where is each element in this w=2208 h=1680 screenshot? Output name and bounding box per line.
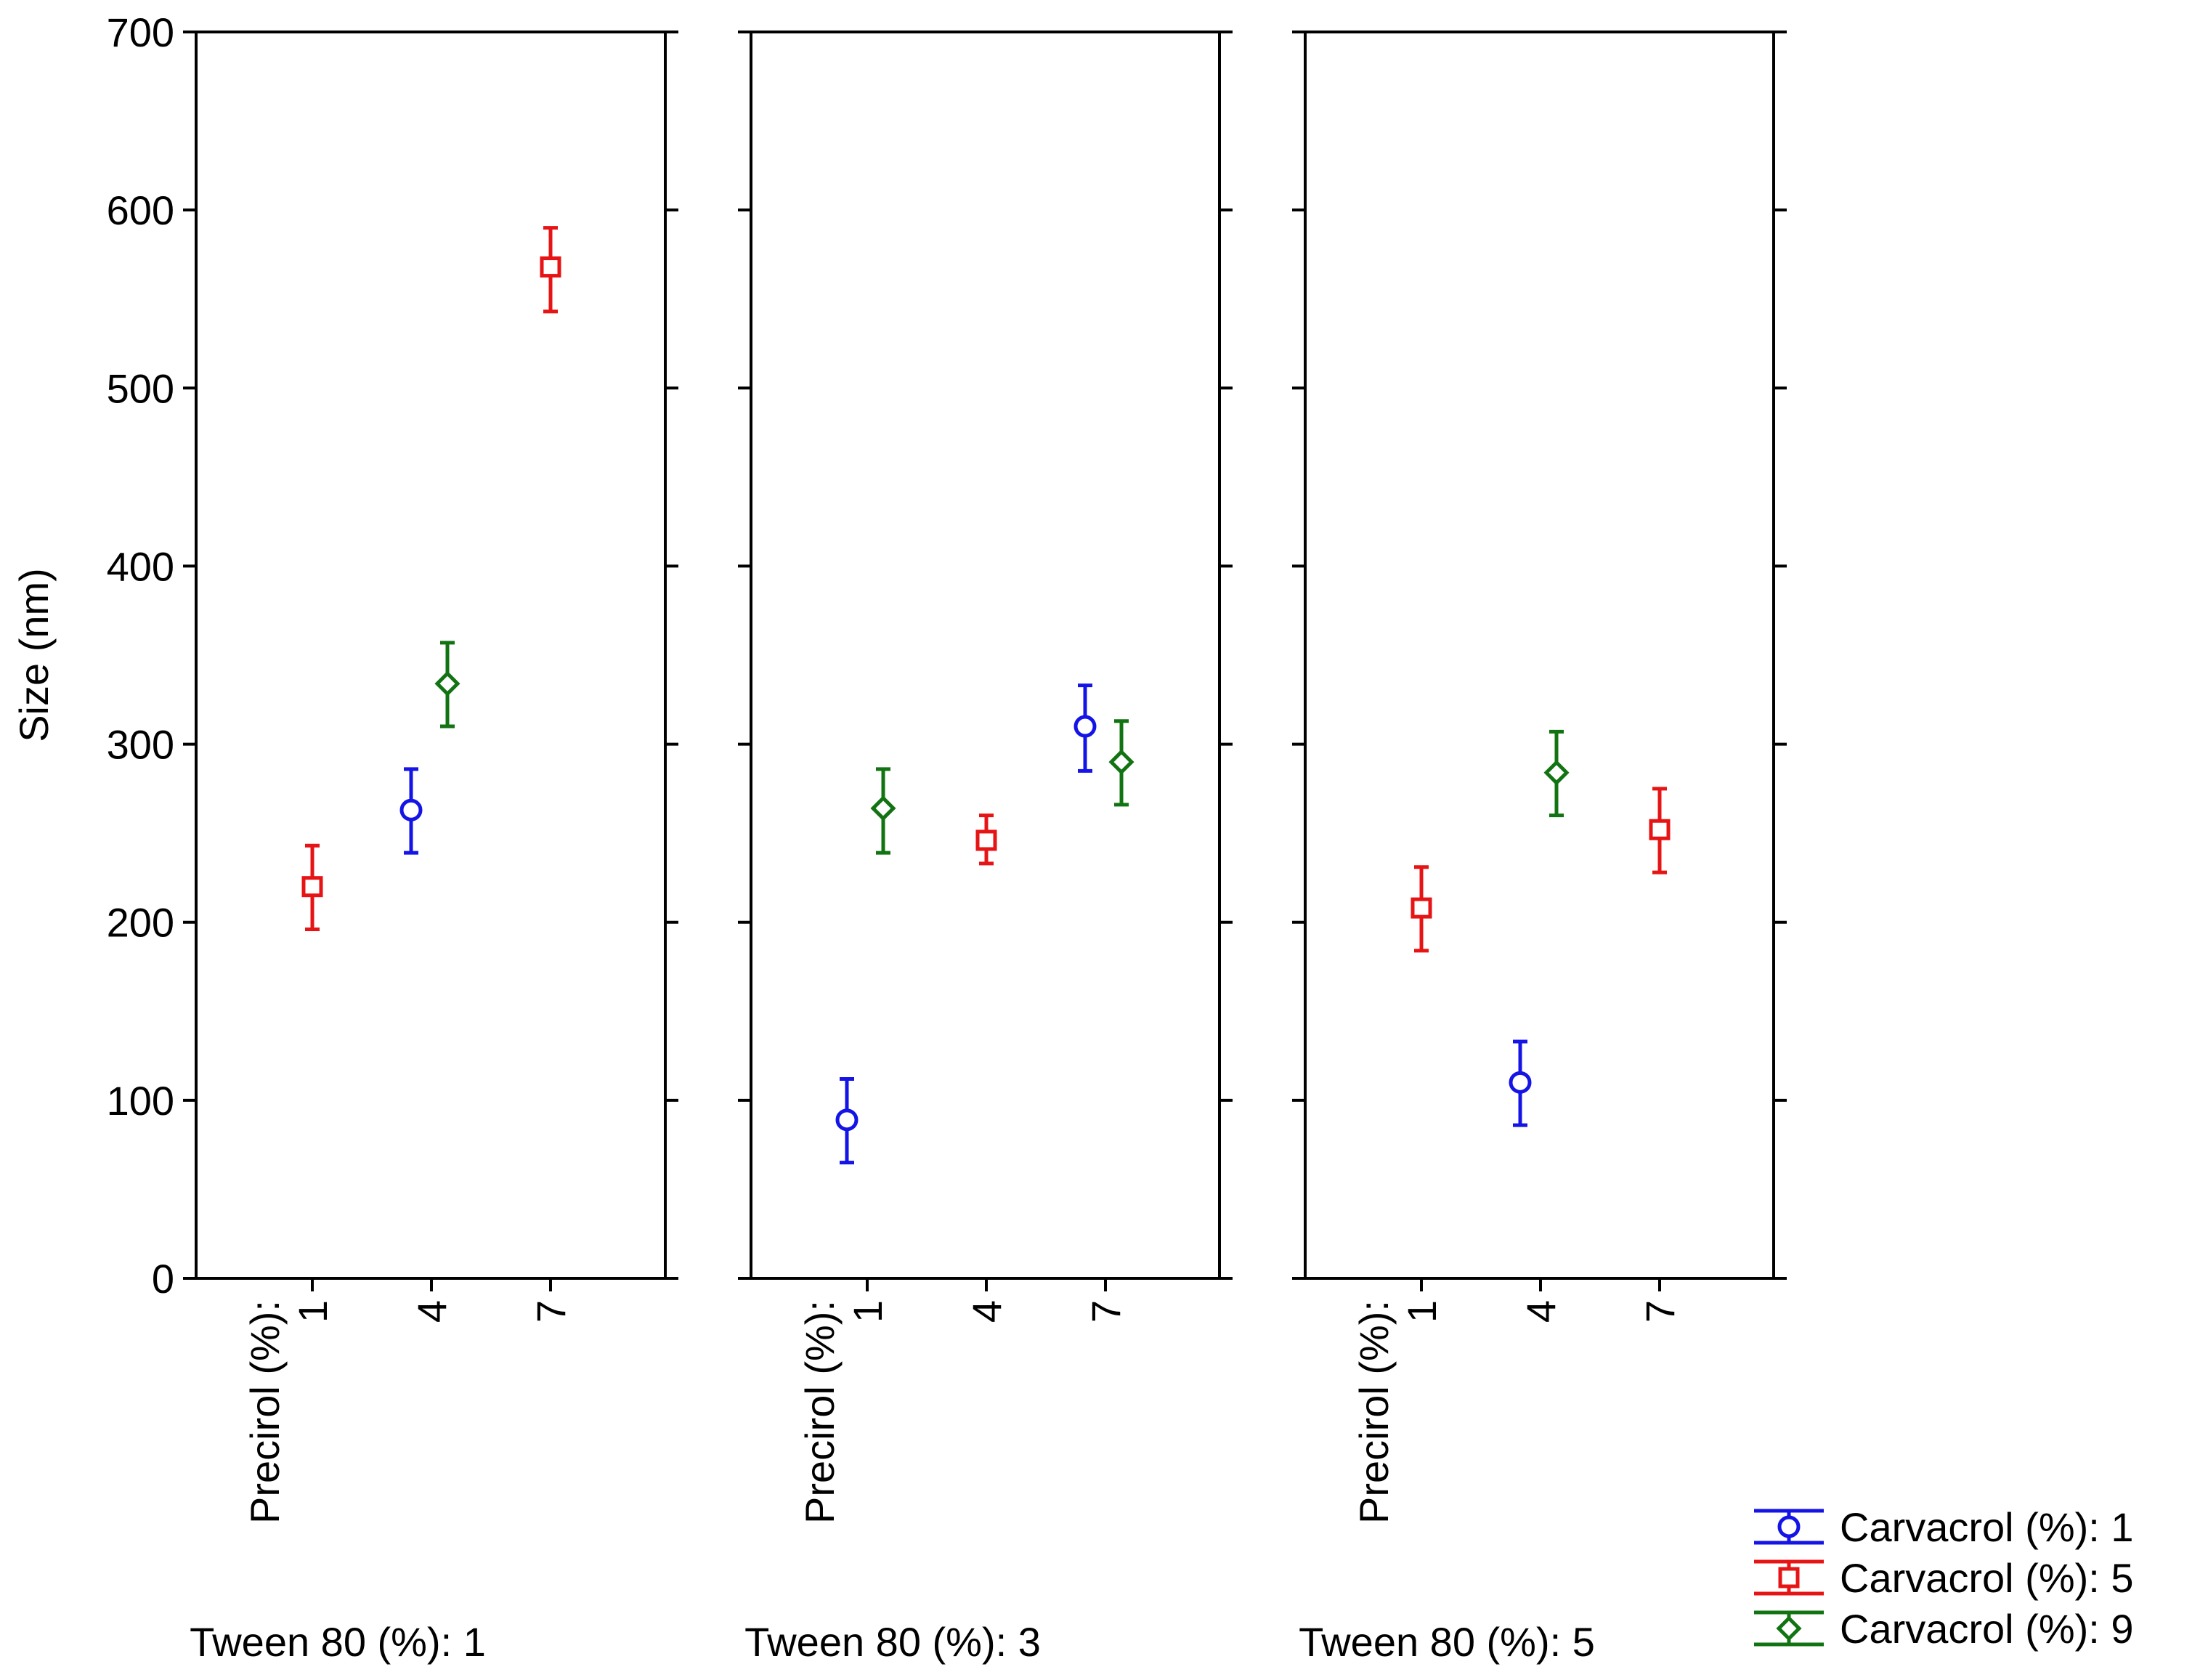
panel-2: 1 4 7 Precirol (%): Tween 80 (%): 3 bbox=[738, 31, 1233, 1665]
data-point bbox=[1543, 729, 1570, 818]
marker-bg bbox=[874, 798, 893, 818]
panel-3: 1 4 7 Precirol (%): Tween 80 (%): 5 bbox=[1292, 31, 1787, 1665]
panel-frame bbox=[195, 31, 667, 1280]
marker-bg bbox=[838, 1111, 856, 1129]
panel-frame bbox=[1304, 31, 1775, 1280]
x-factor-label: Precirol (%): bbox=[797, 1300, 843, 1524]
legend-marker-circle bbox=[1777, 1515, 1801, 1538]
data-point bbox=[835, 1076, 859, 1165]
data-point bbox=[1073, 683, 1097, 773]
data-point bbox=[434, 641, 460, 729]
marker-bg bbox=[1547, 763, 1566, 782]
data-point bbox=[301, 843, 323, 932]
legend-label: Carvacrol (%): 5 bbox=[1840, 1555, 2134, 1601]
marker-bg bbox=[1652, 821, 1668, 838]
x-factor-label: Precirol (%): bbox=[1351, 1300, 1397, 1524]
point-marker-diamond bbox=[870, 795, 896, 821]
point-marker-circle bbox=[835, 1108, 859, 1132]
y-tick-label: 400 bbox=[107, 543, 174, 589]
y-tick-label: 700 bbox=[107, 9, 174, 55]
point-marker-square bbox=[975, 829, 997, 851]
legend-marker-diamond bbox=[1776, 1615, 1802, 1642]
x-tick-label: 1 bbox=[290, 1300, 336, 1323]
legend-item: Carvacrol (%): 1 bbox=[1754, 1504, 2134, 1550]
marker-bg bbox=[1112, 752, 1131, 772]
x-tick-label: 4 bbox=[409, 1300, 455, 1323]
point-marker-diamond bbox=[1108, 749, 1135, 775]
legend-label: Carvacrol (%): 1 bbox=[1840, 1504, 2134, 1550]
data-point bbox=[1411, 865, 1432, 953]
marker-bg bbox=[1779, 1619, 1798, 1638]
panel-label: Tween 80 (%): 5 bbox=[1299, 1619, 1595, 1665]
y-tick-label: 0 bbox=[152, 1256, 174, 1302]
marker-bg bbox=[543, 259, 559, 275]
data-point bbox=[1509, 1039, 1532, 1127]
legend-label: Carvacrol (%): 9 bbox=[1840, 1606, 2134, 1652]
y-tick-label: 500 bbox=[107, 365, 174, 411]
panel-label: Tween 80 (%): 3 bbox=[744, 1619, 1041, 1665]
marker-bg bbox=[304, 878, 320, 895]
x-tick-label: 7 bbox=[1637, 1300, 1683, 1323]
point-marker-diamond bbox=[1543, 760, 1570, 786]
point-marker-circle bbox=[1073, 715, 1097, 738]
panels-layer: 0 100 200 300 400 500 600 700 1 4 7 Precirol (%): Tw… bbox=[11, 9, 1787, 1665]
point-marker-square bbox=[301, 876, 323, 898]
marker-bg bbox=[1511, 1074, 1529, 1092]
marker-bg bbox=[402, 801, 420, 819]
data-point bbox=[975, 813, 997, 866]
legend-item: Carvacrol (%): 5 bbox=[1754, 1555, 2134, 1601]
panel-1: 0 100 200 300 400 500 600 700 1 4 7 Precirol (%): Tw… bbox=[107, 9, 678, 1665]
data-point bbox=[870, 767, 896, 855]
x-tick-label: 7 bbox=[528, 1300, 574, 1323]
point-marker-circle bbox=[399, 798, 423, 821]
y-tick-label: 200 bbox=[107, 900, 174, 946]
data-point bbox=[1649, 787, 1671, 875]
data-point bbox=[540, 226, 561, 314]
data-point bbox=[399, 767, 423, 855]
x-factor-label: Precirol (%): bbox=[242, 1300, 288, 1524]
marker-bg bbox=[1780, 1518, 1798, 1535]
legend-item: Carvacrol (%): 9 bbox=[1754, 1606, 2134, 1652]
y-axis-title: Size (nm) bbox=[11, 568, 57, 742]
y-tick-label: 100 bbox=[107, 1078, 174, 1124]
x-tick-label: 4 bbox=[1518, 1300, 1564, 1323]
marker-bg bbox=[1076, 718, 1094, 736]
y-tick-label: 600 bbox=[107, 187, 174, 233]
x-tick-label: 4 bbox=[964, 1300, 1010, 1323]
legend-marker-square bbox=[1778, 1567, 1800, 1588]
marker-bg bbox=[1781, 1570, 1797, 1586]
marker-bg bbox=[978, 832, 994, 848]
x-tick-label: 7 bbox=[1083, 1300, 1129, 1323]
legend: Carvacrol (%): 1 Carvacrol (%): 5 Carvacro… bbox=[1754, 1504, 2134, 1652]
panel-frame bbox=[750, 31, 1221, 1280]
point-marker-square bbox=[1411, 897, 1432, 919]
point-marker-diamond bbox=[434, 670, 460, 697]
data-point bbox=[1108, 719, 1135, 807]
point-marker-square bbox=[1649, 819, 1671, 840]
point-marker-circle bbox=[1509, 1071, 1532, 1094]
x-tick-label: 1 bbox=[1399, 1300, 1445, 1323]
panel-label: Tween 80 (%): 1 bbox=[190, 1619, 486, 1665]
marker-bg bbox=[1413, 900, 1429, 917]
point-marker-square bbox=[540, 256, 561, 278]
x-tick-label: 1 bbox=[845, 1300, 890, 1323]
y-tick-label: 300 bbox=[107, 722, 174, 768]
marker-bg bbox=[438, 674, 457, 694]
